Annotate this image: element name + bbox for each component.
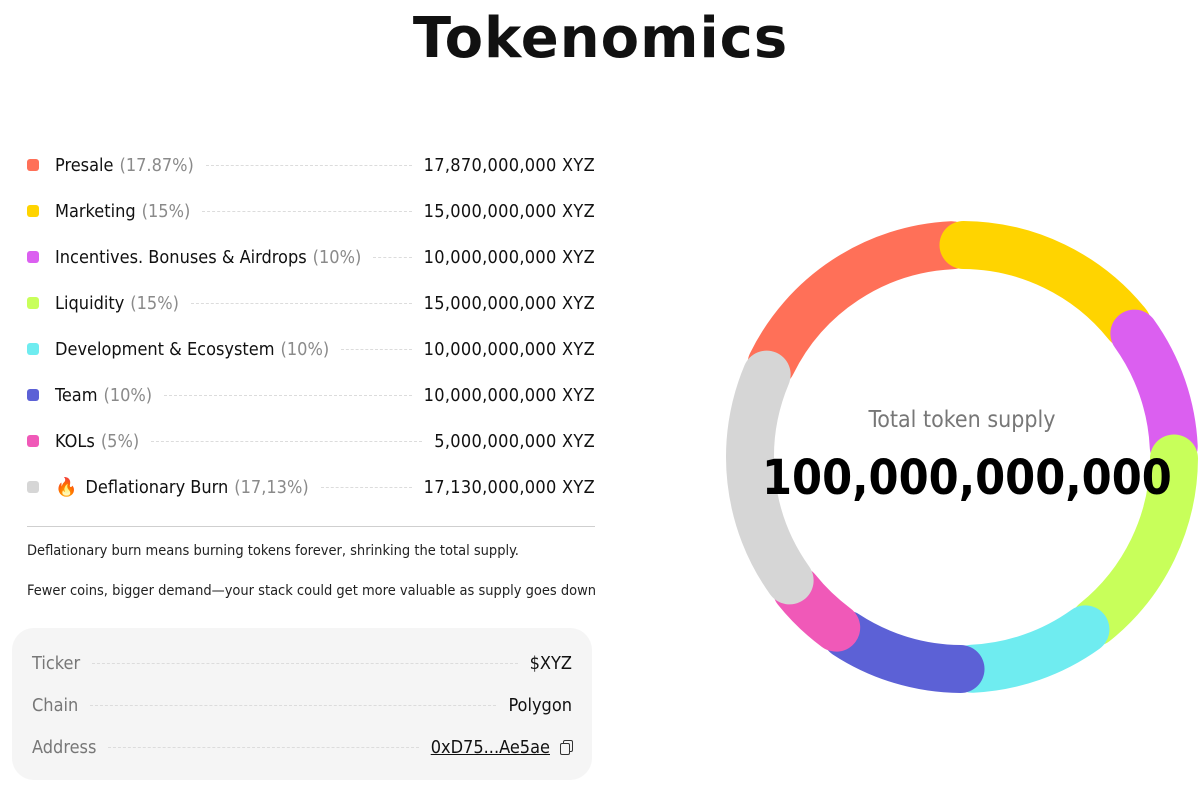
address-label: Address — [32, 736, 97, 758]
legend-amount: 17,130,000,000 XYZ — [423, 476, 595, 498]
token-allocation-legend: Presale (17.87%) 17,870,000,000 XYZ Marketi… — [27, 142, 595, 510]
legend-amount: 15,000,000,000 XYZ — [423, 200, 595, 222]
legend-item: Presale (17.87%) 17,870,000,000 XYZ — [27, 142, 595, 188]
legend-label: Presale — [55, 154, 114, 176]
legend-label: Incentives. Bonuses & Airdrops — [55, 246, 307, 268]
legend-percentage: (17,13%) — [234, 476, 309, 498]
legend-swatch — [27, 435, 39, 447]
legend-label: Marketing — [55, 200, 136, 222]
legend-swatch — [27, 297, 39, 309]
donut-segment — [726, 350, 814, 605]
legend-item: Marketing (15%) 15,000,000,000 XYZ — [27, 188, 595, 234]
leader-line — [151, 440, 423, 442]
legend-percentage: (17.87%) — [119, 154, 194, 176]
legend-swatch — [27, 159, 39, 171]
total-supply-value: 100,000,000,000 — [762, 450, 1172, 506]
chain-label: Chain — [32, 694, 79, 716]
legend-amount: 17,870,000,000 XYZ — [423, 154, 595, 176]
legend-percentage: (10%) — [280, 338, 330, 360]
leader-line — [373, 256, 412, 258]
token-info-card: Ticker $XYZ Chain Polygon Address 0xD75.… — [12, 628, 592, 780]
total-supply-label: Total token supply — [868, 407, 1056, 433]
legend-percentage: (15%) — [130, 292, 179, 314]
legend-label: Development & Ecosystem — [55, 338, 275, 360]
legend-amount: 10,000,000,000 XYZ — [423, 384, 595, 406]
leader-line — [90, 704, 497, 706]
fire-icon: 🔥 — [55, 476, 78, 498]
leader-line — [92, 662, 518, 664]
legend-swatch — [27, 389, 39, 401]
donut-segment — [821, 610, 985, 693]
legend-percentage: (5%) — [100, 430, 140, 452]
burn-note-1: Deflationary burn means burning tokens f… — [27, 543, 519, 559]
legend-label: Team — [55, 384, 98, 406]
legend-swatch — [27, 205, 39, 217]
legend-label: KOLs — [55, 430, 95, 452]
ticker-label: Ticker — [32, 652, 81, 674]
leader-line — [341, 348, 412, 350]
legend-amount: 15,000,000,000 XYZ — [423, 292, 595, 314]
legend-label: Liquidity — [55, 292, 125, 314]
burn-note-2: Fewer coins, bigger demand—your stack co… — [27, 583, 597, 599]
legend-item: Liquidity (15%) 15,000,000,000 XYZ — [27, 280, 595, 326]
divider — [27, 526, 595, 527]
legend-item: Development & Ecosystem (10%) 10,000,000,0… — [27, 326, 595, 372]
legend-percentage: (10%) — [312, 246, 362, 268]
legend-amount: 5,000,000,000 XYZ — [434, 430, 595, 452]
chain-value: Polygon — [508, 694, 572, 716]
ticker-value: $XYZ — [529, 652, 572, 674]
donut-segment — [1110, 309, 1198, 471]
legend-swatch — [27, 481, 39, 493]
legend-amount: 10,000,000,000 XYZ — [423, 246, 595, 268]
legend-percentage: (10%) — [103, 384, 153, 406]
page-title: Tokenomics — [412, 6, 789, 71]
address-row: Address 0xD75...Ae5ae — [32, 733, 573, 761]
leader-line — [164, 394, 412, 396]
chain-row: Chain Polygon — [32, 691, 572, 719]
donut-segment — [747, 221, 976, 388]
legend-item: 🔥 Deflationary Burn (17,13%) 17,130,000,000… — [27, 464, 595, 510]
leader-line — [320, 486, 412, 488]
legend-label: Deflationary Burn — [85, 476, 229, 498]
donut-segment — [939, 221, 1152, 349]
legend-swatch — [27, 343, 39, 355]
donut-segment — [1070, 434, 1198, 647]
leader-line — [205, 164, 412, 166]
legend-swatch — [27, 251, 39, 263]
leader-line — [108, 746, 419, 748]
copy-icon[interactable] — [560, 740, 573, 755]
leader-line — [190, 302, 412, 304]
leader-line — [202, 210, 412, 212]
legend-amount: 10,000,000,000 XYZ — [423, 338, 595, 360]
legend-item: Incentives. Bonuses & Airdrops (10%) 10,00… — [27, 234, 595, 280]
donut-segment — [948, 605, 1110, 693]
ticker-row: Ticker $XYZ — [32, 649, 572, 677]
legend-item: KOLs (5%) 5,000,000,000 XYZ — [27, 418, 595, 464]
legend-percentage: (15%) — [141, 200, 191, 222]
contract-address-link[interactable]: 0xD75...Ae5ae — [430, 736, 550, 758]
legend-item: Team (10%) 10,000,000,000 XYZ — [27, 372, 595, 418]
